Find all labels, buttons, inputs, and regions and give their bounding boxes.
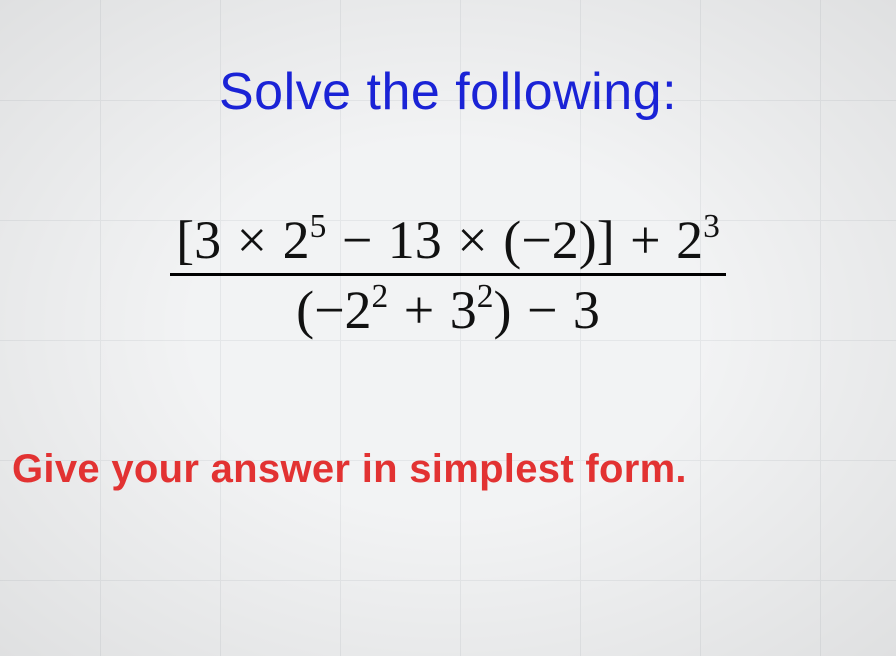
tail: 3 <box>573 280 600 340</box>
lparen-1: ( <box>503 210 521 270</box>
base-c: 2 <box>676 210 703 270</box>
coeff-a: 3 <box>194 210 221 270</box>
minus-1: − <box>340 210 374 270</box>
minus-2: − <box>525 280 559 340</box>
title-text: Solve the following: <box>219 62 677 122</box>
lparen-2: ( <box>296 280 314 340</box>
times-1: × <box>235 210 269 270</box>
slide-content: Solve the following: [3 × 25 − 13 × (−2)… <box>0 0 896 656</box>
plus-1: + <box>628 210 662 270</box>
base-p: −2 <box>314 280 371 340</box>
denominator: (−22 + 32) − 3 <box>170 276 726 337</box>
exp-q: 2 <box>477 278 494 315</box>
times-2: × <box>455 210 489 270</box>
exp-a: 5 <box>310 208 327 245</box>
plus-2: + <box>402 280 436 340</box>
numerator: [3 × 25 − 13 × (−2)] + 23 <box>170 212 726 276</box>
math-expression: [3 × 25 − 13 × (−2)] + 23 (−22 + 32) − 3 <box>170 212 726 337</box>
val-b: −2 <box>521 210 578 270</box>
coeff-b: 13 <box>388 210 442 270</box>
exp-c: 3 <box>703 208 720 245</box>
open-bracket: [ <box>176 210 194 270</box>
exp-p: 2 <box>372 278 389 315</box>
fraction: [3 × 25 − 13 × (−2)] + 23 (−22 + 32) − 3 <box>170 212 726 337</box>
base-q: 3 <box>450 280 477 340</box>
rparen-2: ) <box>493 280 511 340</box>
rparen-1: ) <box>579 210 597 270</box>
base-a: 2 <box>283 210 310 270</box>
instruction-text: Give your answer in simplest form. <box>0 447 687 492</box>
close-bracket: ] <box>597 210 615 270</box>
